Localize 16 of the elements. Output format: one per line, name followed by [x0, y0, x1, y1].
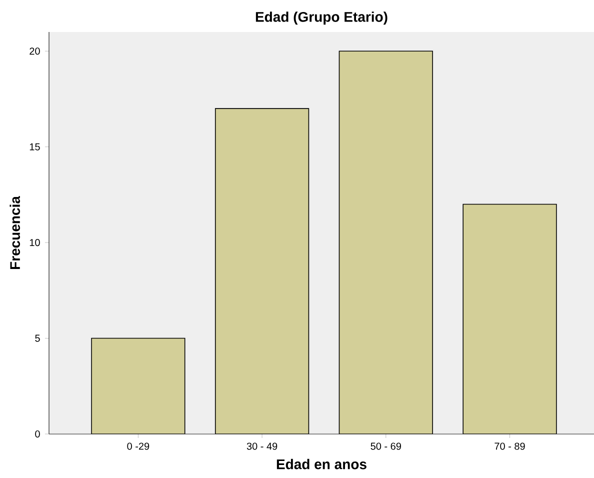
y-tick-label: 10 [30, 239, 40, 246]
chart-title: Edad (Grupo Etario) [256, 12, 388, 25]
y-tick-label: 20 [30, 48, 40, 55]
x-tick-label: 30 - 49 [246, 442, 278, 450]
y-tick-label: 15 [30, 143, 40, 150]
x-axis-title: Edad en anos [276, 458, 366, 470]
x-tick-label: 50 - 69 [370, 442, 401, 450]
bar [214, 108, 310, 434]
x-tick-label: 70 - 89 [494, 442, 525, 450]
bar [91, 338, 186, 434]
y-tick-label: 5 [35, 334, 40, 342]
bar [338, 50, 433, 434]
y-axis-title: Frecuencia [10, 196, 20, 270]
y-tick-label: 0 [35, 430, 40, 438]
x-tick-label: 0 -29 [127, 442, 150, 450]
bar [462, 204, 557, 434]
